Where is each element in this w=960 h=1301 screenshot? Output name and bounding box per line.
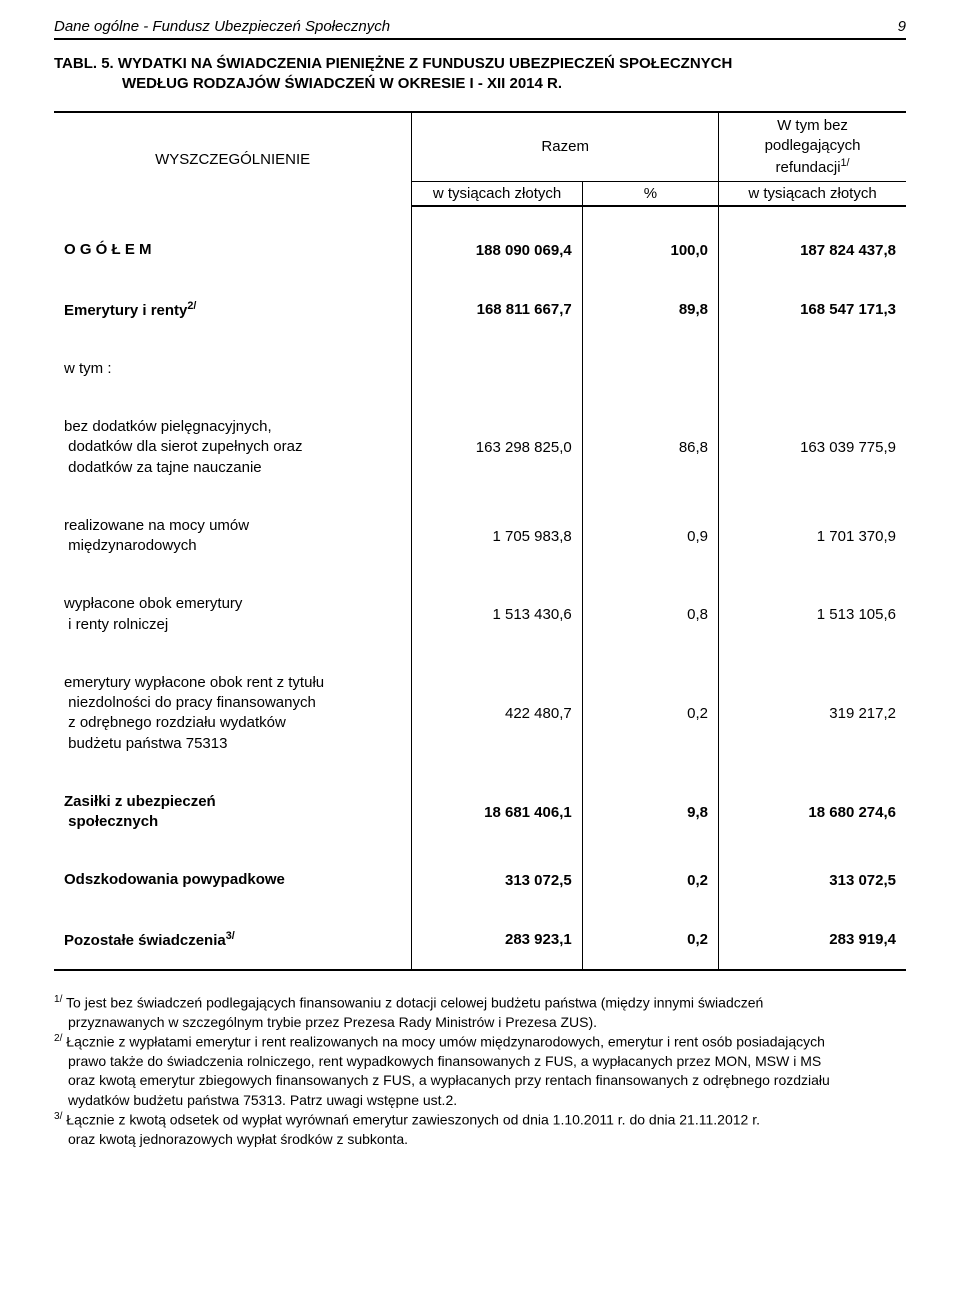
page-number: 9 (898, 18, 906, 35)
row-v1: 283 923,1 (412, 926, 582, 970)
title-line1: TABL. 5. WYDATKI NA ŚWIADCZENIA PIENIĘŻN… (54, 54, 906, 74)
row-v3: 187 824 437,8 (719, 206, 906, 263)
refund-sup: 1/ (841, 157, 850, 169)
table-body: O G Ó Ł E M188 090 069,4100,0187 824 437… (54, 206, 906, 970)
row-v2: 0,2 (582, 670, 718, 757)
footnote-sup: 3/ (54, 1111, 62, 1122)
row-v2: 89,8 (582, 296, 718, 324)
row-v2: 0,9 (582, 513, 718, 560)
table-row: Pozostałe świadczenia3/283 923,10,2283 9… (54, 926, 906, 970)
row-v3: 319 217,2 (719, 670, 906, 757)
footnote-line: wydatków budżetu państwa 75313. Patrz uw… (54, 1091, 906, 1110)
row-v3: 313 072,5 (719, 867, 906, 893)
row-v3 (719, 356, 906, 382)
row-v1: 313 072,5 (412, 867, 582, 893)
running-title: Dane ogólne - Fundusz Ubezpieczeń Społec… (54, 18, 390, 35)
row-v3: 1 513 105,6 (719, 591, 906, 638)
row-v1: 18 681 406,1 (412, 789, 582, 836)
footnote-line: oraz kwotą jednorazowych wypłat środków … (54, 1130, 906, 1149)
row-v3: 283 919,4 (719, 926, 906, 970)
table-row (54, 264, 906, 296)
table-row: emerytury wypłacone obok rent z tytułu n… (54, 670, 906, 757)
row-label: realizowane na mocy umów międzynarodowyc… (54, 513, 412, 560)
col-sub1: w tysiącach złotych (412, 182, 582, 207)
row-v3: 163 039 775,9 (719, 414, 906, 481)
table-row: Zasiłki z ubezpieczeń społecznych18 681 … (54, 789, 906, 836)
table-row: Emerytury i renty2/168 811 667,789,8168 … (54, 296, 906, 324)
footnote-sup: 2/ (54, 1033, 62, 1044)
running-header: Dane ogólne - Fundusz Ubezpieczeń Społec… (54, 18, 906, 40)
footnote-line: prawo także do świadczenia rolniczego, r… (54, 1052, 906, 1071)
row-v2: 100,0 (582, 206, 718, 263)
table-row: O G Ó Ł E M188 090 069,4100,0187 824 437… (54, 206, 906, 263)
footnote-line: 3/ Łącznie z kwotą odsetek od wypłat wyr… (54, 1110, 906, 1130)
refund-l1: W tym bez podlegających (765, 117, 861, 154)
table-row: w tym : (54, 356, 906, 382)
col-header-wyszcz: WYSZCZEGÓLNIENIE (54, 112, 412, 207)
row-v1: 1 513 430,6 (412, 591, 582, 638)
row-label: Zasiłki z ubezpieczeń społecznych (54, 789, 412, 836)
row-v3: 168 547 171,3 (719, 296, 906, 324)
row-label: wypłacone obok emerytury i renty rolnicz… (54, 591, 412, 638)
row-v1: 422 480,7 (412, 670, 582, 757)
table-row (54, 835, 906, 867)
col-sub3: w tysiącach złotych (719, 182, 906, 207)
col-sub2: % (582, 182, 718, 207)
row-v1 (412, 356, 582, 382)
row-v3: 1 701 370,9 (719, 513, 906, 560)
row-v1: 163 298 825,0 (412, 414, 582, 481)
footnote-line: oraz kwotą emerytur zbiegowych finansowa… (54, 1071, 906, 1090)
row-label: bez dodatków pielęgnacyjnych, dodatków d… (54, 414, 412, 481)
row-v3: 18 680 274,6 (719, 789, 906, 836)
data-table: WYSZCZEGÓLNIENIE Razem W tym bez podlega… (54, 111, 906, 971)
title-line2: WEDŁUG RODZAJÓW ŚWIADCZEŃ W OKRESIE I - … (54, 74, 906, 94)
footnote-line: przyznawanych w szczególnym trybie przez… (54, 1013, 906, 1032)
row-v2: 0,2 (582, 867, 718, 893)
row-label: Pozostałe świadczenia3/ (54, 926, 412, 970)
row-v1: 168 811 667,7 (412, 296, 582, 324)
table-row (54, 324, 906, 356)
table-row (54, 481, 906, 513)
row-label: w tym : (54, 356, 412, 382)
table-row: bez dodatków pielęgnacyjnych, dodatków d… (54, 414, 906, 481)
table-row (54, 757, 906, 789)
table-row: wypłacone obok emerytury i renty rolnicz… (54, 591, 906, 638)
row-label: Odszkodowania powypadkowe (54, 867, 412, 893)
row-v1: 188 090 069,4 (412, 206, 582, 263)
row-label: Emerytury i renty2/ (54, 296, 412, 324)
table-row (54, 638, 906, 670)
table-row: Odszkodowania powypadkowe313 072,50,2313… (54, 867, 906, 893)
row-label: O G Ó Ł E M (54, 206, 412, 263)
table-row: realizowane na mocy umów międzynarodowyc… (54, 513, 906, 560)
row-v2 (582, 356, 718, 382)
refund-l2: refundacji (775, 159, 840, 176)
table-title: TABL. 5. WYDATKI NA ŚWIADCZENIA PIENIĘŻN… (54, 54, 906, 95)
table-row (54, 894, 906, 926)
table-row (54, 382, 906, 414)
row-v1: 1 705 983,8 (412, 513, 582, 560)
footnote-line: 2/ Łącznie z wypłatami emerytur i rent r… (54, 1032, 906, 1052)
row-v2: 0,8 (582, 591, 718, 638)
page: Dane ogólne - Fundusz Ubezpieczeń Społec… (0, 0, 960, 1173)
row-v2: 86,8 (582, 414, 718, 481)
col-header-refund: W tym bez podlegających refundacji1/ (719, 112, 906, 182)
footnote-line: 1/ To jest bez świadczeń podlegających f… (54, 993, 906, 1013)
table-row (54, 559, 906, 591)
row-v2: 9,8 (582, 789, 718, 836)
col-header-razem: Razem (412, 112, 719, 182)
row-v2: 0,2 (582, 926, 718, 970)
footnote-sup: 1/ (54, 994, 62, 1005)
row-label: emerytury wypłacone obok rent z tytułu n… (54, 670, 412, 757)
footnotes: 1/ To jest bez świadczeń podlegających f… (54, 993, 906, 1149)
